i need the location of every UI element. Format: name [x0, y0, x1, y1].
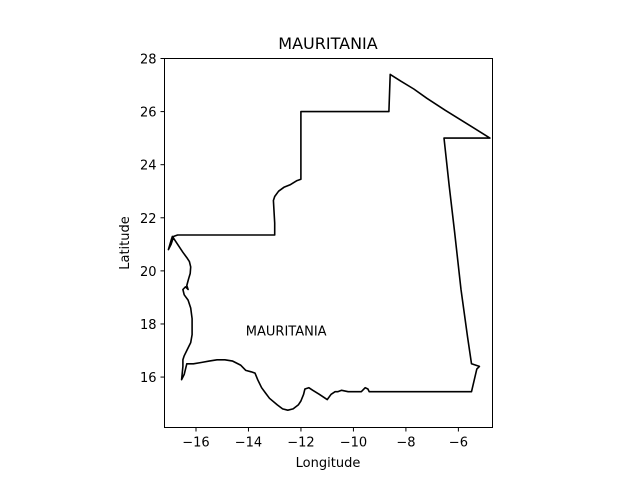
y-axis-label: Latitude — [118, 216, 133, 270]
y-tick-label: 26 — [140, 106, 157, 121]
x-tick-label: −10 — [340, 436, 367, 451]
axes-frame — [164, 58, 493, 428]
x-tick-label: −8 — [396, 436, 415, 451]
country-boundary — [167, 73, 491, 411]
y-tick-label: 28 — [140, 53, 157, 68]
y-tick-label: 24 — [140, 159, 157, 174]
axes: −16 −14 −12 −10 −8 −6 16 18 20 22 24 26 28 — [140, 53, 493, 451]
plot-area — [167, 73, 491, 411]
y-tick-label: 22 — [140, 212, 157, 227]
annotation-layer: MAURITANIA — [246, 325, 327, 340]
x-axis-label: Longitude — [296, 456, 361, 471]
x-tick-label: −14 — [235, 436, 262, 451]
y-tick-label: 20 — [140, 265, 157, 280]
x-tick-label: −6 — [449, 436, 468, 451]
chart-title: MAURITANIA — [278, 34, 377, 53]
y-tick-label: 16 — [140, 371, 157, 386]
x-tick-label: −16 — [182, 436, 209, 451]
x-tick-label: −12 — [287, 436, 314, 451]
y-tick-label: 18 — [140, 318, 157, 333]
country-label: MAURITANIA — [246, 325, 327, 340]
